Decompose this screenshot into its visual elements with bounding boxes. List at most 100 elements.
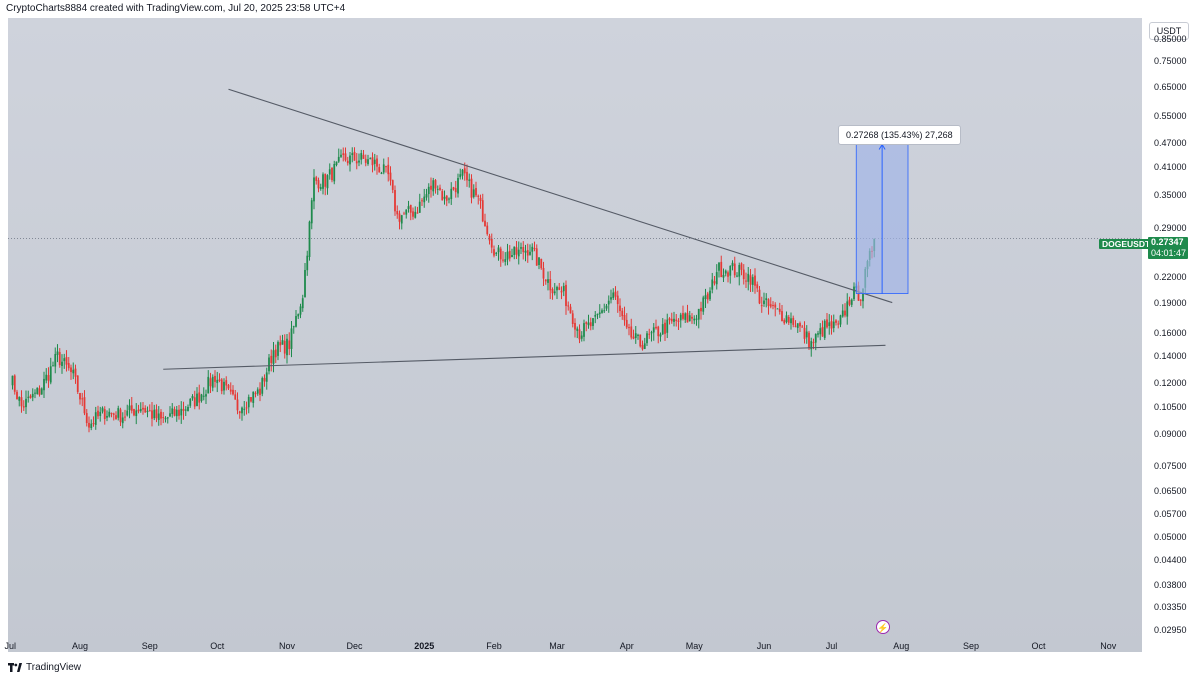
candle — [841, 304, 844, 318]
candle — [583, 319, 585, 342]
price-tick: 0.29000 — [1154, 223, 1187, 234]
candle — [610, 289, 612, 304]
candle — [286, 333, 288, 364]
time-tick: Mar — [549, 641, 565, 651]
candle — [191, 394, 194, 401]
candle — [333, 160, 336, 185]
candle — [241, 406, 243, 421]
candle — [256, 387, 259, 396]
candle — [722, 268, 725, 282]
candle — [56, 344, 59, 363]
candle — [466, 164, 468, 187]
candle — [40, 387, 43, 395]
lightning-icon[interactable]: ⚡ — [876, 620, 890, 634]
currency-button[interactable]: USDT — [1149, 22, 1189, 40]
candle — [164, 416, 167, 423]
candle — [110, 412, 113, 418]
candle — [832, 314, 835, 333]
candle — [565, 280, 567, 315]
candle — [227, 384, 230, 390]
candle — [328, 163, 331, 180]
candle — [612, 288, 615, 300]
price-tick: 0.47000 — [1154, 138, 1187, 149]
candle — [139, 402, 142, 413]
candle — [553, 282, 556, 296]
candle — [432, 177, 435, 196]
candle — [448, 197, 450, 204]
candle — [119, 407, 122, 426]
price-tick: 0.55000 — [1154, 110, 1187, 121]
candle — [394, 185, 396, 216]
measure-tool — [855, 143, 909, 294]
candle — [74, 364, 77, 384]
candle — [623, 306, 626, 326]
candle — [45, 368, 48, 384]
time-tick: Feb — [486, 641, 502, 651]
candle — [821, 320, 824, 337]
candle — [781, 304, 783, 322]
symbol-label: DOGEUSDT — [1099, 239, 1154, 249]
candle — [504, 252, 507, 266]
candle — [36, 387, 39, 395]
candle — [803, 321, 806, 344]
candle — [97, 405, 99, 420]
price-tick: 0.07500 — [1154, 460, 1187, 471]
candle — [351, 147, 354, 163]
candle — [697, 308, 700, 329]
candle — [398, 210, 401, 230]
candle — [445, 195, 448, 207]
candle — [148, 404, 151, 412]
candle — [173, 406, 176, 417]
price-chart[interactable] — [8, 18, 1142, 652]
candle — [574, 318, 576, 338]
candle — [409, 204, 412, 221]
price-tick: 0.65000 — [1154, 81, 1187, 92]
candle — [277, 340, 279, 361]
candle — [319, 183, 322, 191]
price-axis[interactable] — [1142, 18, 1200, 652]
candle — [198, 384, 201, 410]
chart-area[interactable] — [8, 18, 1142, 652]
candle — [259, 382, 261, 402]
candle — [499, 246, 502, 267]
candle — [243, 400, 246, 416]
candle — [749, 269, 752, 293]
footer: TradingView — [8, 662, 81, 673]
candle — [79, 392, 81, 405]
candles — [11, 147, 876, 433]
candle — [706, 291, 709, 304]
candle — [776, 308, 779, 310]
candle — [85, 409, 88, 427]
candle — [193, 390, 196, 410]
candle — [828, 314, 831, 335]
candle — [279, 335, 282, 353]
candle — [479, 194, 482, 209]
candle — [531, 243, 534, 261]
candle — [522, 241, 525, 260]
candle — [848, 296, 851, 307]
price-tick: 0.16000 — [1154, 327, 1187, 338]
candle — [405, 209, 408, 219]
candle — [29, 394, 32, 399]
candle — [126, 404, 129, 417]
candle — [124, 409, 126, 422]
candle — [283, 334, 286, 359]
candle — [115, 411, 117, 420]
candle — [544, 279, 547, 285]
candle — [686, 304, 689, 323]
candle — [794, 320, 797, 328]
tradingview-logo-icon — [8, 663, 22, 672]
candle — [310, 197, 313, 230]
candle — [567, 301, 570, 311]
time-tick: Oct — [210, 641, 225, 651]
candle — [727, 270, 729, 283]
candle — [101, 406, 104, 414]
candle — [724, 269, 727, 277]
price-tick: 0.09000 — [1154, 428, 1187, 439]
candle — [423, 188, 426, 208]
candle — [538, 256, 540, 270]
candle — [22, 400, 25, 411]
candle — [495, 251, 498, 257]
time-tick: May — [685, 641, 703, 651]
candle — [835, 319, 837, 326]
